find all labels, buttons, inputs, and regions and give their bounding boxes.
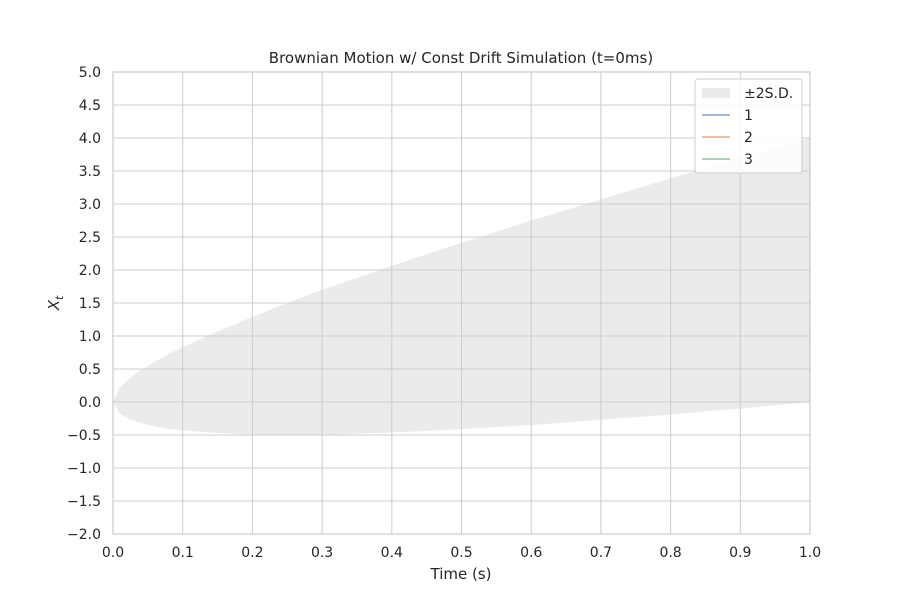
chart-title: Brownian Motion w/ Const Drift Simulatio… [269,49,653,67]
x-tick-label: 0.2 [241,545,263,561]
y-axis-label-main: X [45,299,63,311]
x-tick-label: 0.6 [520,545,542,561]
y-tick-label: 2.5 [79,230,101,246]
y-tick-label: 4.5 [79,98,101,114]
legend: ±2S.D. 1 2 3 [694,78,803,174]
legend-series-3-label: 3 [744,152,753,168]
y-tick-label: 1.5 [79,296,101,312]
x-tick-label: 1.0 [799,545,821,561]
y-tick-label: 1.0 [79,329,101,345]
x-tick-label: 0.1 [172,545,194,561]
x-tick-label: 0.0 [102,545,124,561]
x-tick-label: 0.9 [729,545,751,561]
y-tick-label: −0.5 [67,428,101,444]
y-tick-labels: −2.0 −1.5 −1.0 −0.5 0.0 0.5 1.0 1.5 2.0 2.5 3.0 3.5… [67,65,101,543]
y-axis-label-subscript: t [53,295,66,300]
y-tick-label: 4.0 [79,131,101,147]
y-tick-label: −1.0 [67,461,101,477]
y-tick-label: 0.5 [79,362,101,378]
plot-frame [112,71,811,535]
x-tick-labels: 0.0 0.1 0.2 0.3 0.4 0.5 0.6 0.7 0.8 0.9 1.0 [102,545,821,561]
y-axis-label: Xt [45,295,66,311]
y-tick-label: −1.5 [67,494,101,510]
y-tick-label: 3.0 [79,197,101,213]
y-tick-label: 3.5 [79,164,101,180]
x-tick-label: 0.5 [450,545,472,561]
plot-area [112,71,811,535]
legend-series-1-label: 1 [744,108,753,124]
y-tick-label: 2.0 [79,263,101,279]
legend-box [694,78,803,174]
x-tick-label: 0.8 [659,545,681,561]
y-tick-label: 0.0 [79,395,101,411]
x-axis-label: Time (s) [430,565,492,583]
y-tick-label: −2.0 [67,527,101,543]
x-tick-label: 0.3 [311,545,333,561]
legend-band-label: ±2S.D. [744,86,793,102]
legend-series-2-label: 2 [744,130,753,146]
y-tick-label: 5.0 [79,65,101,81]
legend-band-swatch [702,88,730,98]
grid-lines [112,71,811,535]
x-tick-label: 0.7 [590,545,612,561]
x-tick-label: 0.4 [381,545,403,561]
